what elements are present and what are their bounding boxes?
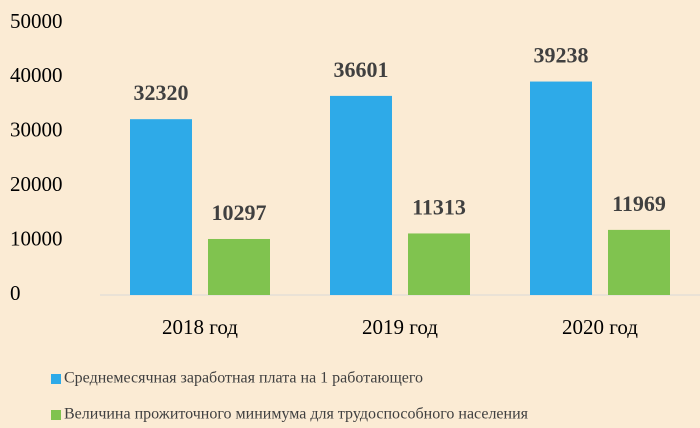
data-label: 32320: [134, 80, 189, 105]
y-tick-label: 30000: [10, 118, 63, 142]
legend-label: Величина прожиточного минимума для трудо…: [64, 406, 529, 423]
y-tick-label: 20000: [10, 172, 63, 196]
y-tick-label: 50000: [10, 9, 63, 33]
data-label: 10297: [212, 200, 267, 225]
y-tick-label: 10000: [10, 226, 63, 250]
bar: [130, 119, 192, 295]
data-label: 11313: [412, 195, 466, 220]
bar: [608, 229, 670, 295]
y-tick-label: 40000: [10, 63, 63, 87]
bar: [530, 81, 592, 295]
x-tick-label: 2019 год: [362, 315, 438, 339]
data-label: 36601: [334, 57, 389, 82]
legend-swatch: [51, 374, 61, 384]
y-tick-label: 0: [10, 281, 21, 305]
bar: [208, 238, 270, 295]
data-label: 39238: [534, 43, 589, 68]
legend-swatch: [51, 410, 61, 420]
bar: [408, 233, 470, 295]
x-tick-label: 2018 год: [162, 315, 238, 339]
bar: [330, 95, 392, 295]
data-label: 11969: [612, 191, 666, 216]
x-tick-label: 2020 год: [562, 315, 638, 339]
legend-label: Среднемесячная заработная плата на 1 раб…: [64, 370, 423, 387]
